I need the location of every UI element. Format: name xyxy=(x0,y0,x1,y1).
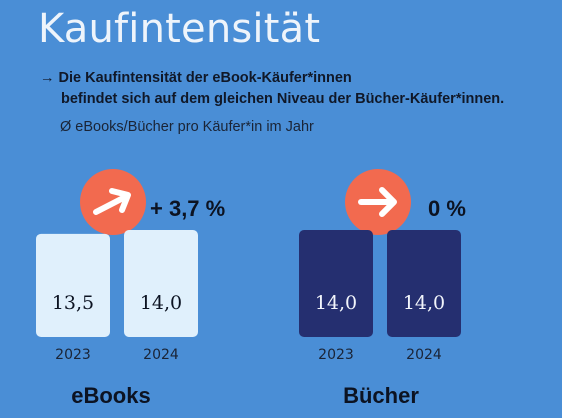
arrow-right-icon xyxy=(358,187,397,217)
ebooks-bar-2023 xyxy=(36,233,110,337)
buecher-year-label-2023: 2023 xyxy=(318,347,354,363)
buecher-change-label: 0 % xyxy=(428,196,466,221)
buecher-bar-2023 xyxy=(299,230,373,337)
subtitle-line-2: befindet sich auf dem gleichen Niveau de… xyxy=(61,91,505,107)
subtitle: → Die Kaufintensität der eBook-Käufer*in… xyxy=(40,68,504,110)
buecher-group-label: Bücher xyxy=(343,383,419,408)
buecher-year-label-2024: 2024 xyxy=(406,347,442,363)
buecher-value-label-2024: 14,0 xyxy=(403,292,445,314)
page-title: Kaufintensität xyxy=(38,6,321,52)
ebooks-year-label-2024: 2024 xyxy=(143,347,179,363)
ebooks-change-label: + 3,7 % xyxy=(150,196,225,221)
ebooks-value-label-2023: 13,5 xyxy=(52,292,94,314)
buecher-bar-2024 xyxy=(387,230,461,337)
ebooks-year-label-2023: 2023 xyxy=(55,347,91,363)
buecher-value-label-2023: 14,0 xyxy=(315,292,357,314)
ebooks-value-label-2024: 14,0 xyxy=(140,292,182,314)
ebooks-bar-2024 xyxy=(124,230,198,337)
arrow-right-icon xyxy=(93,188,131,215)
unit-label: Ø eBooks/Bücher pro Käufer*in im Jahr xyxy=(60,119,314,135)
subtitle-line-1: → Die Kaufintensität der eBook-Käufer*in… xyxy=(40,70,352,86)
ebooks-group-label: eBooks xyxy=(71,383,150,408)
